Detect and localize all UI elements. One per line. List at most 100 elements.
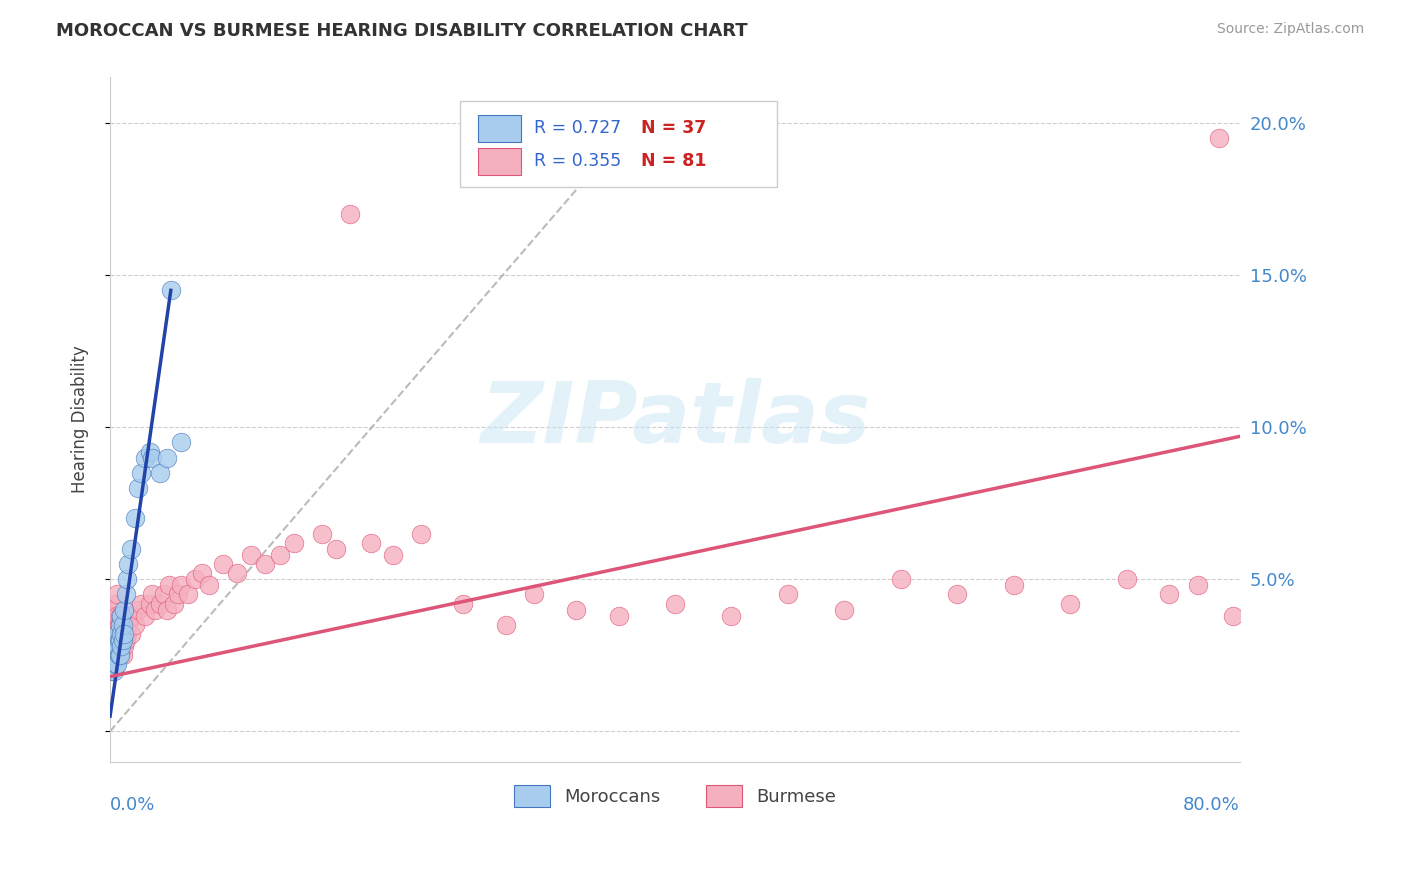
Point bbox=[776, 587, 799, 601]
Point bbox=[101, 603, 124, 617]
FancyBboxPatch shape bbox=[460, 102, 776, 187]
Point bbox=[104, 657, 127, 672]
Point bbox=[115, 572, 138, 586]
Point bbox=[155, 450, 177, 465]
Point bbox=[117, 618, 139, 632]
Point bbox=[127, 603, 149, 617]
Point bbox=[112, 618, 135, 632]
Point bbox=[381, 548, 404, 562]
Point bbox=[360, 536, 382, 550]
Point bbox=[1116, 572, 1139, 586]
Point bbox=[184, 572, 207, 586]
Point bbox=[198, 578, 221, 592]
Point bbox=[110, 639, 132, 653]
Point bbox=[107, 633, 129, 648]
Point bbox=[325, 541, 347, 556]
Text: ZIPatlas: ZIPatlas bbox=[479, 378, 870, 461]
Point bbox=[129, 466, 152, 480]
Point bbox=[108, 608, 131, 623]
Point bbox=[115, 627, 138, 641]
Point bbox=[110, 608, 132, 623]
Point bbox=[565, 603, 588, 617]
Point bbox=[157, 578, 180, 592]
Point bbox=[111, 618, 134, 632]
Point bbox=[112, 639, 135, 653]
Point bbox=[311, 526, 333, 541]
Point bbox=[111, 627, 134, 641]
Point bbox=[108, 627, 131, 641]
Point bbox=[134, 450, 156, 465]
Point bbox=[118, 608, 141, 623]
Point bbox=[108, 648, 131, 663]
Legend: Moroccans, Burmese: Moroccans, Burmese bbox=[506, 778, 844, 814]
Point bbox=[103, 648, 125, 663]
Point bbox=[143, 603, 166, 617]
Point bbox=[110, 618, 132, 632]
Text: R = 0.355: R = 0.355 bbox=[534, 153, 621, 170]
Point bbox=[107, 618, 129, 632]
Point bbox=[120, 541, 142, 556]
Point bbox=[108, 618, 131, 632]
Text: 0.0%: 0.0% bbox=[110, 796, 156, 814]
Point bbox=[105, 657, 128, 672]
Point bbox=[103, 664, 125, 678]
Point bbox=[269, 548, 291, 562]
Point bbox=[162, 597, 184, 611]
Point bbox=[103, 608, 125, 623]
Point bbox=[111, 648, 134, 663]
Point bbox=[607, 608, 630, 623]
Point bbox=[105, 608, 128, 623]
Point bbox=[170, 578, 193, 592]
Point bbox=[121, 608, 143, 623]
Point bbox=[100, 664, 122, 678]
Point bbox=[409, 526, 432, 541]
Point bbox=[226, 566, 249, 581]
Point bbox=[105, 648, 128, 663]
FancyBboxPatch shape bbox=[478, 148, 522, 175]
Point bbox=[664, 597, 686, 611]
Point bbox=[1222, 608, 1244, 623]
Point bbox=[451, 597, 474, 611]
Point bbox=[124, 618, 146, 632]
Point bbox=[108, 648, 131, 663]
Point bbox=[105, 627, 128, 641]
Point bbox=[120, 627, 142, 641]
Point bbox=[890, 572, 912, 586]
Point bbox=[114, 587, 136, 601]
Point bbox=[104, 639, 127, 653]
Point bbox=[283, 536, 305, 550]
Point bbox=[495, 618, 517, 632]
Point bbox=[108, 633, 131, 648]
Point bbox=[101, 657, 124, 672]
Point bbox=[141, 450, 163, 465]
Point bbox=[946, 587, 969, 601]
Point bbox=[112, 603, 135, 617]
Point bbox=[127, 481, 149, 495]
Point bbox=[254, 557, 277, 571]
Point bbox=[339, 207, 361, 221]
Point bbox=[117, 557, 139, 571]
Text: N = 37: N = 37 bbox=[641, 120, 706, 137]
Point bbox=[134, 608, 156, 623]
Point bbox=[100, 608, 122, 623]
Point bbox=[212, 557, 235, 571]
Point bbox=[138, 444, 160, 458]
Point bbox=[152, 587, 174, 601]
Y-axis label: Hearing Disability: Hearing Disability bbox=[72, 346, 89, 493]
Point bbox=[240, 548, 263, 562]
Point bbox=[1002, 578, 1025, 592]
Point bbox=[107, 639, 129, 653]
Point bbox=[167, 587, 190, 601]
Point bbox=[105, 639, 128, 653]
Point bbox=[1059, 597, 1081, 611]
Text: R = 0.727: R = 0.727 bbox=[534, 120, 621, 137]
Point bbox=[720, 608, 742, 623]
Point bbox=[129, 597, 152, 611]
Point bbox=[105, 587, 128, 601]
Point bbox=[105, 627, 128, 641]
Text: Source: ZipAtlas.com: Source: ZipAtlas.com bbox=[1216, 22, 1364, 37]
Point bbox=[1208, 131, 1230, 145]
Point bbox=[177, 587, 200, 601]
FancyBboxPatch shape bbox=[478, 115, 522, 142]
Point bbox=[148, 597, 170, 611]
